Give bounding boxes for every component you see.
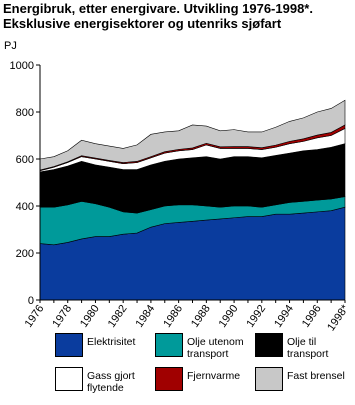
y-tick-label: 200 — [16, 248, 34, 260]
legend-swatch — [255, 367, 283, 391]
x-tick-label: 1994 — [272, 303, 296, 330]
legend-swatch — [255, 333, 283, 357]
y-tick-label: 400 — [16, 201, 34, 213]
y-tick-label: 0 — [28, 295, 34, 307]
legend-item: Olje til transport — [255, 333, 349, 360]
legend-label: Fjernvarme — [187, 370, 241, 382]
legend-swatch — [155, 367, 183, 391]
x-tick-label: 1990 — [217, 303, 241, 330]
legend-swatch — [155, 333, 183, 357]
legend-swatch — [55, 367, 83, 391]
title-block: Energibruk, etter energivare. Utvikling … — [3, 1, 353, 31]
y-tick-label: 1000 — [10, 60, 34, 72]
legend-label: Olje utenom transport — [187, 336, 244, 360]
chart-title: Energibruk, etter energivare. Utvikling … — [3, 1, 313, 16]
legend-label: Olje til transport — [287, 336, 329, 360]
x-tick-label: 1980 — [78, 303, 102, 330]
legend-item: Fjernvarme — [155, 367, 249, 391]
x-tick-label: 1976 — [23, 303, 47, 330]
area — [39, 99, 346, 171]
y-axis-label: PJ — [4, 40, 17, 52]
legend-label: Elektrisitet — [87, 336, 136, 348]
chart-subtitle: Eksklusive energisektorer og utenriks sj… — [3, 16, 282, 31]
legend-item: Elektrisitet — [55, 333, 149, 357]
y-tick-label: 600 — [16, 154, 34, 166]
x-tick-label: 1996 — [300, 303, 324, 330]
legend-label: Fast brensel — [287, 370, 345, 382]
x-tick-label: 1998* — [325, 302, 352, 333]
legend-item: Fast brensel — [255, 367, 349, 391]
x-tick-label: 1986 — [161, 303, 185, 330]
x-tick-label: 1988 — [189, 303, 213, 330]
legend-item: Olje utenom transport — [155, 333, 249, 360]
x-tick-label: 1992 — [244, 303, 268, 330]
legend-swatch — [55, 333, 83, 357]
legend-label: Gass gjort flytende — [87, 370, 135, 394]
x-tick-label: 1978 — [50, 303, 74, 330]
x-tick-label: 1982 — [106, 303, 130, 330]
legend-item: Gass gjort flytende — [55, 367, 149, 394]
x-tick-label: 1984 — [133, 303, 157, 330]
y-tick-label: 800 — [16, 107, 34, 119]
